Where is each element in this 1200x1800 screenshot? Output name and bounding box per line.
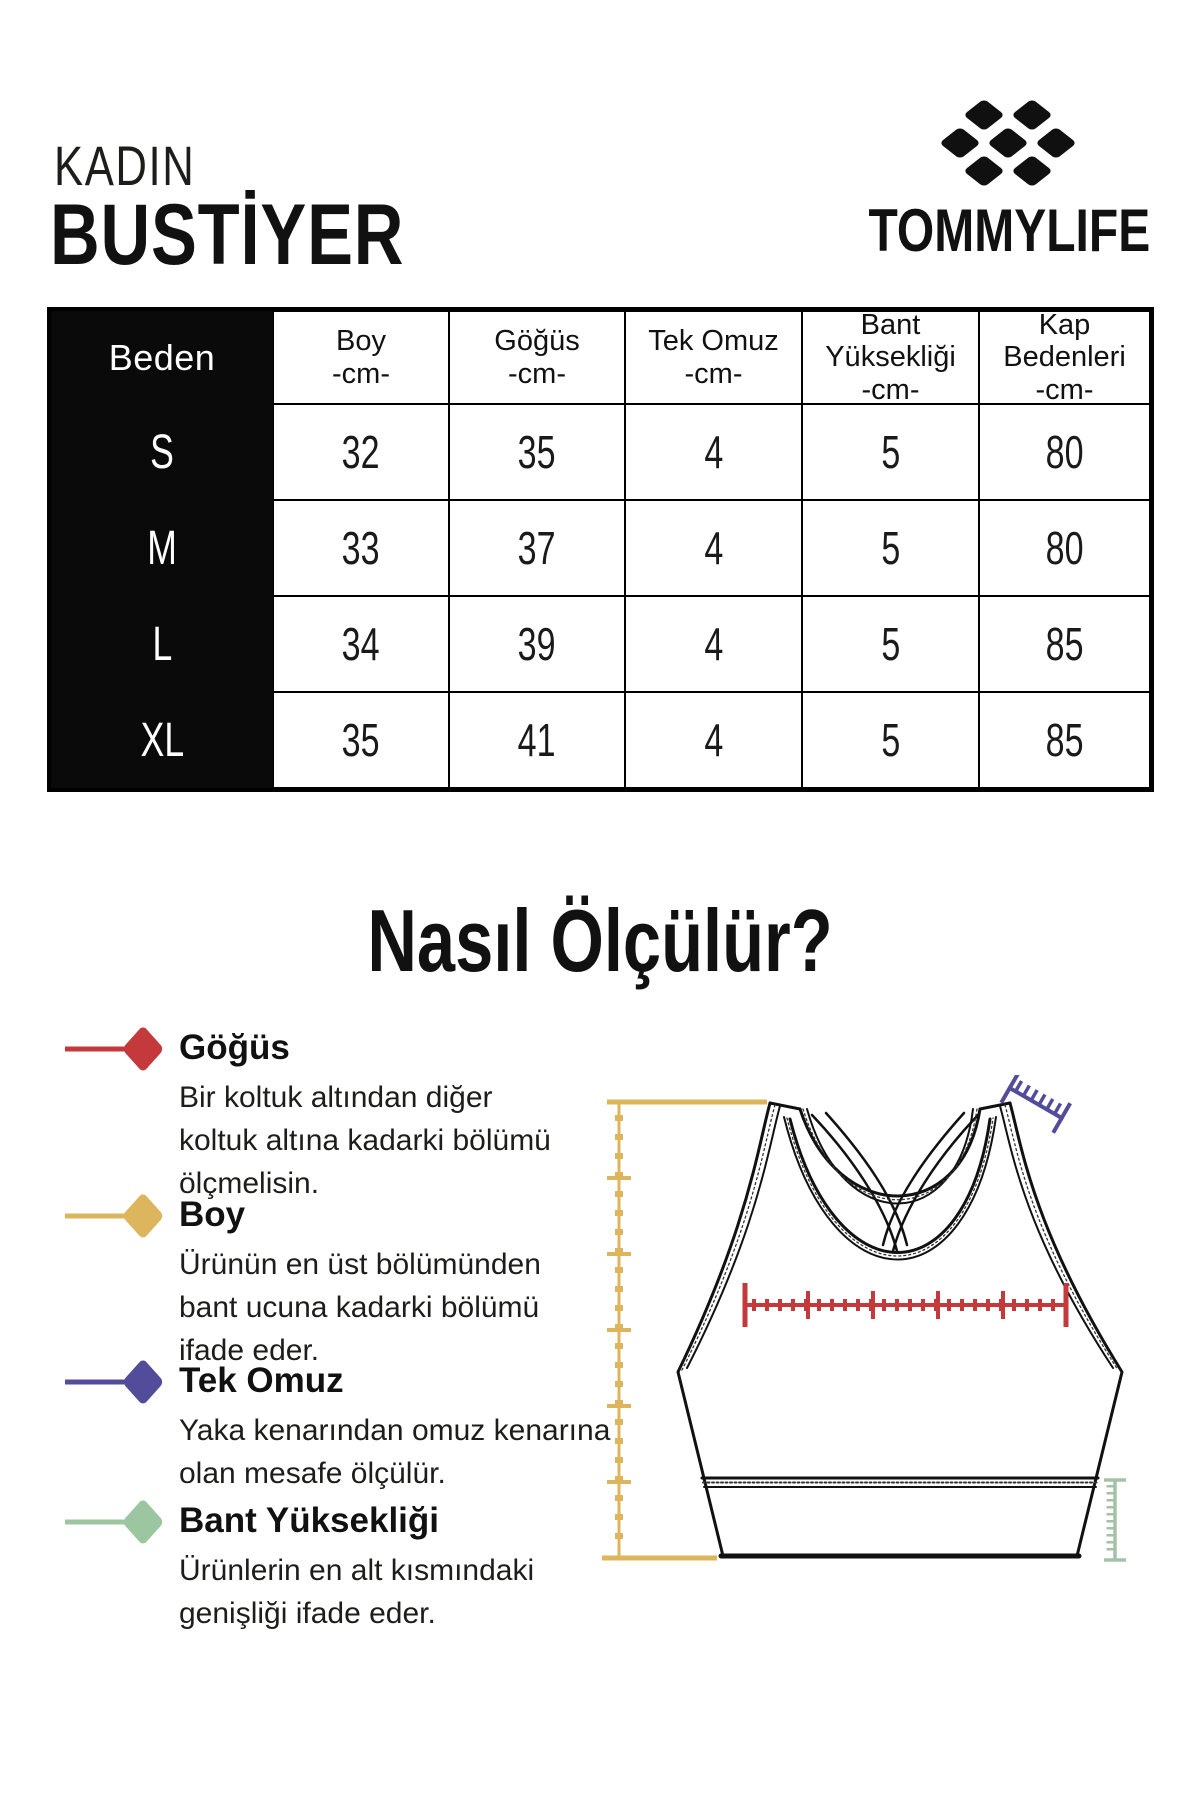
- column-header-bant-yuksekligi: Bant Yüksekliği -cm-: [802, 309, 979, 406]
- legend-title: Göğüs: [179, 1028, 290, 1067]
- legend-title: Bant Yüksekliği: [179, 1501, 440, 1540]
- legend-item-bant-yuksekligi: Bant Yüksekliği Ürünlerin en alt kısmınd…: [63, 1500, 534, 1636]
- table-cell: 85: [979, 596, 1150, 692]
- table-cell: 39: [449, 596, 625, 692]
- legend-description: Yaka kenarından omuz kenarına olan mesaf…: [179, 1414, 611, 1490]
- product-title: BUSTİYER: [50, 187, 405, 283]
- table-cell: 4: [625, 692, 802, 788]
- bra-illustration: [602, 1075, 1126, 1562]
- bant-yuksekligi-ruler: [1104, 1478, 1126, 1562]
- table-cell: 85: [979, 692, 1150, 788]
- category-title: KADIN: [54, 134, 196, 197]
- table-cell: 41: [449, 692, 625, 788]
- table-cell: 5: [802, 500, 979, 596]
- legend-description: Ürünlerin en alt kısmındaki genişliği if…: [179, 1554, 535, 1630]
- table-corner-label: Beden: [108, 336, 216, 378]
- boy-ruler: [602, 1099, 767, 1561]
- size-table: Beden Boy -cm- Göğüs -cm- Tek Omuz -cm- Ban…: [47, 307, 1154, 792]
- table-cell: 5: [802, 404, 979, 500]
- table-cell: 35: [273, 692, 449, 788]
- legend-description: Ürünün en üst bölümünden bant ucuna kada…: [179, 1248, 541, 1367]
- brand-logo-icon: [941, 100, 1075, 186]
- legend-description: Bir koltuk altından diğer koltuk altına …: [179, 1081, 551, 1200]
- table-cell: 5: [802, 692, 979, 788]
- size-row-label: S: [51, 404, 273, 500]
- how-to-measure-title: Nasıl Ölçülür?: [367, 891, 833, 990]
- table-cell: 4: [625, 404, 802, 500]
- column-header-tek-omuz: Tek Omuz -cm-: [625, 311, 802, 404]
- size-row-label: L: [51, 596, 273, 692]
- table-cell: 37: [449, 500, 625, 596]
- size-row-label: XL: [51, 692, 273, 788]
- table-cell: 4: [625, 596, 802, 692]
- table-cell: 80: [979, 404, 1150, 500]
- tek-omuz-diamond-icon: [65, 1360, 163, 1404]
- tek-omuz-ruler: [999, 1075, 1072, 1134]
- table-cell: 32: [273, 404, 449, 500]
- table-corner-cell: Beden: [51, 311, 273, 404]
- bant-yuksekligi-diamond-icon: [65, 1500, 163, 1544]
- column-header-gogus: Göğüs -cm-: [449, 311, 625, 404]
- legend-item-tek-omuz: Tek Omuz Yaka kenarından omuz kenarına o…: [63, 1360, 610, 1496]
- legend-item-gogus: Göğüs Bir koltuk altından diğer koltuk a…: [63, 1027, 551, 1206]
- table-cell: 80: [979, 500, 1150, 596]
- table-cell: 5: [802, 596, 979, 692]
- legend-title: Tek Omuz: [179, 1361, 344, 1400]
- column-header-boy: Boy -cm-: [273, 311, 449, 404]
- boy-diamond-icon: [65, 1194, 163, 1238]
- size-row-label: M: [51, 500, 273, 596]
- table-cell: 34: [273, 596, 449, 692]
- brand-name: TOMMYLIFE: [868, 197, 1150, 264]
- table-cell: 33: [273, 500, 449, 596]
- legend-item-boy: Boy Ürünün en üst bölümünden bant ucuna …: [63, 1194, 541, 1373]
- table-cell: 35: [449, 404, 625, 500]
- gogus-ruler: [742, 1283, 1069, 1327]
- bra-outline: [676, 1101, 1124, 1559]
- column-header-kap-bedenleri: Kap Bedenleri -cm-: [979, 309, 1150, 406]
- legend-title: Boy: [179, 1195, 246, 1234]
- gogus-diamond-icon: [65, 1027, 163, 1071]
- table-cell: 4: [625, 500, 802, 596]
